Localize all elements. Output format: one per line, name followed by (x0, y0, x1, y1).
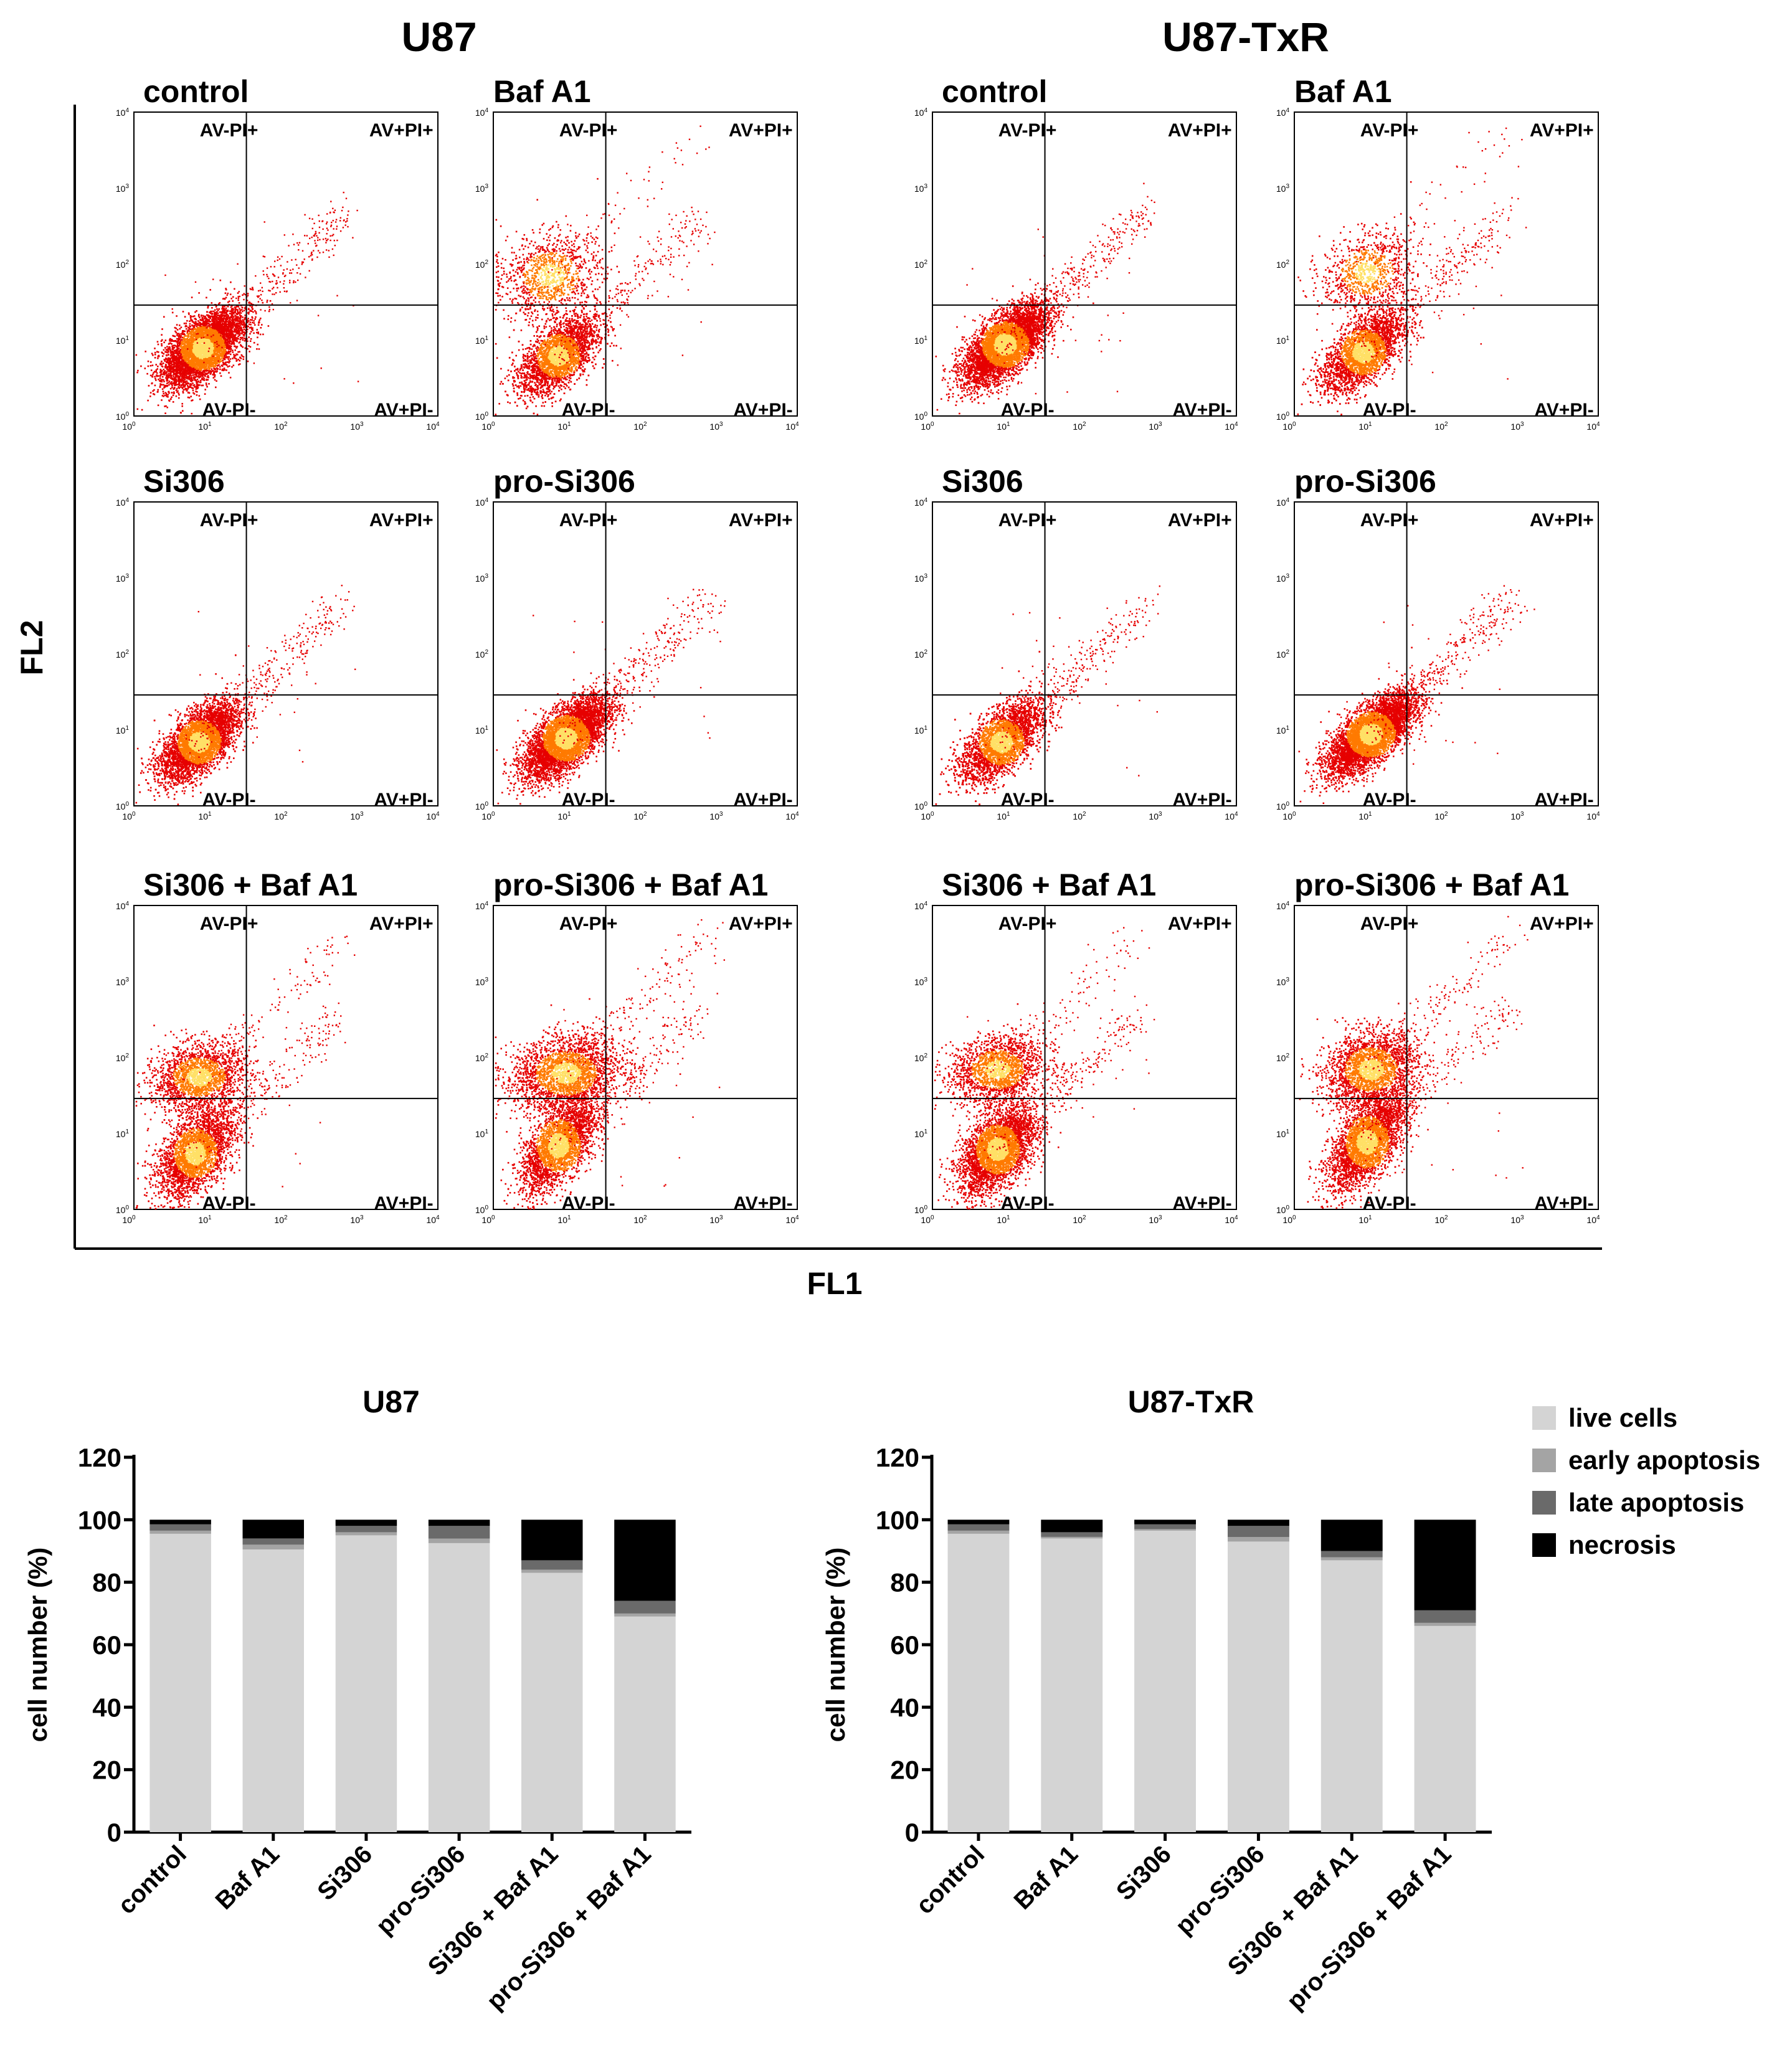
event-dot (182, 410, 184, 412)
event-dot (179, 328, 181, 330)
event-dot (161, 399, 163, 401)
group-title: U87-TxR (1162, 14, 1329, 60)
event-dot (137, 370, 139, 372)
flow-cytometry-section: U87 U87-TxR FL2 FL1 controlAV-PI+ AV+PI+AV-PI… (14, 14, 1602, 1301)
event-dot (206, 382, 207, 384)
event-dot (255, 316, 257, 318)
event-dot (237, 292, 239, 294)
event-dot (225, 288, 227, 290)
event-dot (181, 403, 183, 405)
event-dot (234, 349, 236, 351)
event-dot (227, 358, 229, 360)
event-dot (242, 339, 244, 341)
event-dot (198, 292, 200, 294)
panel-title: control (143, 74, 249, 109)
event-dot (214, 310, 216, 311)
event-dot (176, 324, 178, 326)
fl1-axis-label: FL1 (807, 1266, 863, 1301)
event-dot (206, 297, 207, 299)
event-dot (178, 392, 179, 394)
event-dot (252, 322, 254, 324)
fl2-axis-label: FL2 (14, 620, 49, 676)
event-dot (161, 343, 163, 345)
event-dot (157, 357, 159, 359)
figure-canvas: U87 U87-TxR FL2 FL1 controlAV-PI+ AV+PI+AV-PI… (0, 0, 1792, 2047)
event-dot (161, 366, 163, 367)
group-title: U87 (401, 14, 476, 60)
event-dot (244, 329, 245, 331)
event-dot (164, 347, 166, 349)
event-dot (186, 381, 188, 382)
event-dot (171, 387, 173, 389)
event-dot (154, 354, 156, 356)
event-dot (181, 326, 183, 328)
event-dot (227, 366, 229, 368)
event-dot (250, 324, 252, 326)
